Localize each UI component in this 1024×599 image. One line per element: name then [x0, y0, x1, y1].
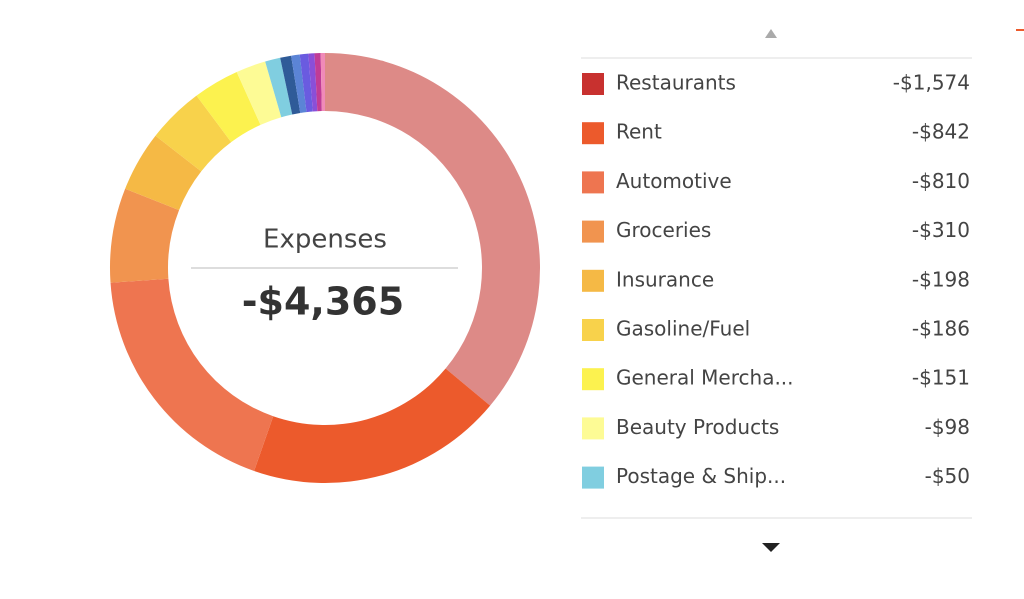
donut-slice — [308, 53, 318, 112]
legend-label: Restaurants — [616, 71, 736, 95]
donut-total: -$4,365 — [242, 280, 404, 324]
legend-value: -$151 — [912, 366, 970, 390]
donut-slice — [125, 135, 202, 211]
donut-slice — [325, 53, 540, 406]
legend-label: Insurance — [616, 267, 714, 291]
legend-swatch — [582, 417, 604, 440]
legend-swatch — [582, 368, 604, 391]
legend-label: General Mercha... — [616, 366, 794, 390]
legend-label: Rent — [616, 120, 662, 144]
legend-label: Beauty Products — [616, 415, 779, 439]
donut-slice — [265, 57, 293, 118]
legend-value: -$186 — [912, 317, 970, 341]
legend-value: -$198 — [912, 267, 970, 291]
scroll-up[interactable] — [765, 29, 777, 38]
donut-slice — [280, 55, 301, 115]
donut-slice — [254, 368, 491, 483]
legend-swatch — [582, 122, 604, 145]
scroll-down[interactable] — [762, 543, 780, 552]
legend-label: Postage & Ship... — [616, 464, 786, 488]
donut-title: Expenses — [263, 225, 387, 255]
donut-slice — [314, 53, 322, 112]
legend-value: -$98 — [925, 415, 970, 439]
donut-slice — [291, 54, 307, 113]
legend-swatch — [582, 73, 604, 95]
legend-value: -$50 — [925, 464, 970, 488]
legend-swatch — [582, 269, 604, 292]
donut-slice — [155, 95, 232, 172]
legend-value: -$810 — [912, 169, 970, 193]
donut-slice — [299, 53, 313, 113]
donut-slice — [236, 61, 282, 125]
legend-swatch — [582, 319, 604, 341]
donut-slice — [196, 71, 261, 143]
legend-swatch — [582, 466, 604, 489]
donut-slice — [320, 53, 325, 112]
legend-label: Automotive — [616, 169, 732, 193]
legend-value: -$310 — [912, 218, 970, 242]
legend-label: Groceries — [616, 218, 711, 242]
legend-swatch — [582, 171, 604, 194]
legend-value: -$842 — [912, 120, 970, 144]
legend-swatch — [582, 220, 604, 243]
donut-slice — [110, 278, 274, 471]
donut-slice — [109, 188, 180, 283]
legend-value: -$1,574 — [893, 71, 970, 95]
legend-label: Gasoline/Fuel — [616, 317, 750, 341]
